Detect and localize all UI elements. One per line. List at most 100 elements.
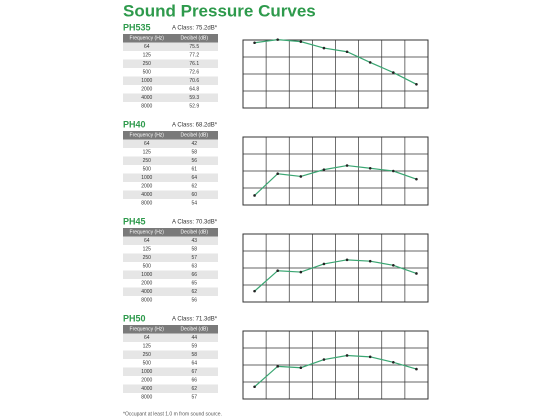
curve xyxy=(254,354,417,388)
section-name: PH535 xyxy=(123,22,151,32)
table-row xyxy=(123,270,218,279)
table-cell: 4000 xyxy=(141,192,152,198)
table-header xyxy=(123,131,218,140)
column-header: Frequency (Hz) xyxy=(130,133,165,139)
point xyxy=(276,365,279,368)
table-cell: 64 xyxy=(144,335,150,341)
point xyxy=(392,71,395,74)
point xyxy=(415,82,418,86)
column-header: Decibel (dB) xyxy=(180,133,208,139)
table-cell: 250 xyxy=(143,158,152,164)
table-cell: 62 xyxy=(191,289,197,295)
table-row xyxy=(123,279,218,288)
table-cell: 62 xyxy=(191,184,197,190)
table-row xyxy=(123,59,218,68)
table-cell: 56 xyxy=(191,158,197,164)
section-name: PH45 xyxy=(123,216,146,226)
table-cell: 64 xyxy=(144,238,150,244)
table-cell: 2000 xyxy=(141,281,152,287)
table-cell: 65 xyxy=(191,281,197,287)
table-cell: 64 xyxy=(144,141,150,147)
point xyxy=(276,269,279,273)
table-cell: 8000 xyxy=(141,395,152,401)
point xyxy=(276,172,279,176)
table-row xyxy=(123,173,218,182)
table-cell: 63 xyxy=(191,264,197,270)
table-cell: 125 xyxy=(143,247,152,253)
point xyxy=(345,50,349,54)
table-header xyxy=(123,228,218,237)
a-class: A Class: 75.2dB* xyxy=(172,26,218,32)
table-cell: 1000 xyxy=(141,175,152,181)
table-row xyxy=(123,287,218,296)
column-header: Frequency (Hz) xyxy=(130,230,165,236)
point xyxy=(322,46,326,50)
table-row xyxy=(123,376,218,385)
table-cell: 64.8 xyxy=(189,87,199,93)
column-header: Frequency (Hz) xyxy=(130,327,165,333)
table-cell: 60 xyxy=(191,192,197,198)
table-cell: 72.6 xyxy=(189,70,199,76)
point xyxy=(253,194,256,197)
point xyxy=(299,40,303,43)
table-row xyxy=(123,384,218,393)
a-class: A Class: 71.3dB* xyxy=(172,317,218,323)
table-cell: 54 xyxy=(191,201,197,207)
section-name: PH50 xyxy=(123,313,146,323)
table-cell: 8000 xyxy=(141,104,152,110)
point xyxy=(415,367,418,371)
table-row xyxy=(123,393,218,402)
point xyxy=(299,270,303,274)
table-cell: 250 xyxy=(143,255,152,261)
table-cell: 125 xyxy=(143,53,152,59)
table-cell: 500 xyxy=(143,264,152,270)
table-row xyxy=(123,359,218,368)
table-cell: 62 xyxy=(191,386,197,392)
table-row xyxy=(123,190,218,199)
curve xyxy=(254,39,417,85)
point xyxy=(415,272,418,275)
point xyxy=(322,168,326,171)
table-row xyxy=(123,253,218,262)
table-row xyxy=(123,148,218,157)
point xyxy=(392,263,395,267)
table-row xyxy=(123,245,218,254)
table-row xyxy=(123,367,218,376)
table-row xyxy=(123,93,218,102)
table-row xyxy=(123,296,218,305)
point xyxy=(299,366,303,370)
table-cell: 58 xyxy=(191,352,197,358)
table-cell: 57 xyxy=(191,255,197,261)
table-row xyxy=(123,85,218,94)
point xyxy=(253,41,256,45)
table-cell: 4000 xyxy=(141,289,152,295)
point xyxy=(368,259,372,263)
section-name: PH40 xyxy=(123,119,146,129)
table-row xyxy=(123,51,218,60)
table-cell: 76.1 xyxy=(189,61,199,67)
table-cell: 59.3 xyxy=(189,95,199,101)
point xyxy=(276,38,279,41)
table-header xyxy=(123,34,218,43)
table-cell: 125 xyxy=(143,150,152,156)
point xyxy=(253,289,256,293)
table-cell: 57 xyxy=(191,395,197,401)
table-cell: 1000 xyxy=(141,78,152,84)
column-header: Decibel (dB) xyxy=(180,230,208,236)
point xyxy=(322,358,326,361)
point xyxy=(345,258,349,262)
table-cell: 42 xyxy=(191,141,197,147)
a-class: A Class: 70.3dB* xyxy=(172,220,218,226)
table-cell: 67 xyxy=(191,369,197,375)
table-cell: 500 xyxy=(143,70,152,76)
point xyxy=(368,166,372,170)
table-cell: 500 xyxy=(143,167,152,173)
table-cell: 4000 xyxy=(141,95,152,101)
table-row xyxy=(123,76,218,85)
point xyxy=(253,385,256,389)
point xyxy=(345,164,349,167)
table-cell: 56 xyxy=(191,298,197,304)
table-cell: 2000 xyxy=(141,87,152,93)
